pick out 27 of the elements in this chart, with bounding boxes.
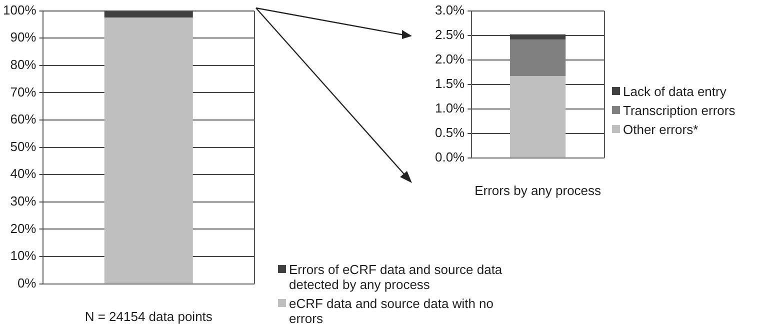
y-tick-label: 40%	[10, 166, 37, 182]
legend-label: Errors of eCRF data and source data detected by any process	[289, 262, 504, 292]
legend-label: Other errors*	[623, 122, 698, 137]
x-axis-title: Errors by any process	[474, 182, 602, 198]
y-tick-label: 2.5%	[434, 26, 466, 42]
y-tick-label: 90%	[10, 30, 37, 45]
x-axis-title: N = 24154 data points	[84, 308, 213, 324]
y-tick-label: 100%	[3, 2, 37, 18]
y-tick-label: 20%	[10, 220, 37, 236]
y-tick-label: 0%	[17, 275, 37, 290]
y-tick-label: 1.0%	[434, 100, 466, 116]
y-tick-label: 60%	[10, 112, 37, 127]
y-tick-label: 10%	[10, 248, 37, 264]
y-tick-label: 1.5%	[434, 76, 466, 91]
bar	[510, 76, 566, 158]
y-tick-label: 0.0%	[434, 149, 466, 164]
y-tick-label: 70%	[10, 84, 37, 100]
y-tick-label: 2.0%	[434, 51, 466, 66]
y-tick-label: 30%	[10, 193, 37, 208]
y-tick-label: 3.0%	[434, 2, 466, 18]
bar	[510, 40, 566, 76]
legend-label: Lack of data entry	[623, 84, 726, 99]
y-tick-label: 80%	[10, 56, 37, 72]
legend-label: Transcription errors	[623, 103, 736, 118]
y-tick-label: 50%	[10, 138, 37, 154]
y-tick-label: 0.5%	[434, 124, 466, 140]
legend-label: eCRF data and source data with no errors	[289, 296, 495, 326]
